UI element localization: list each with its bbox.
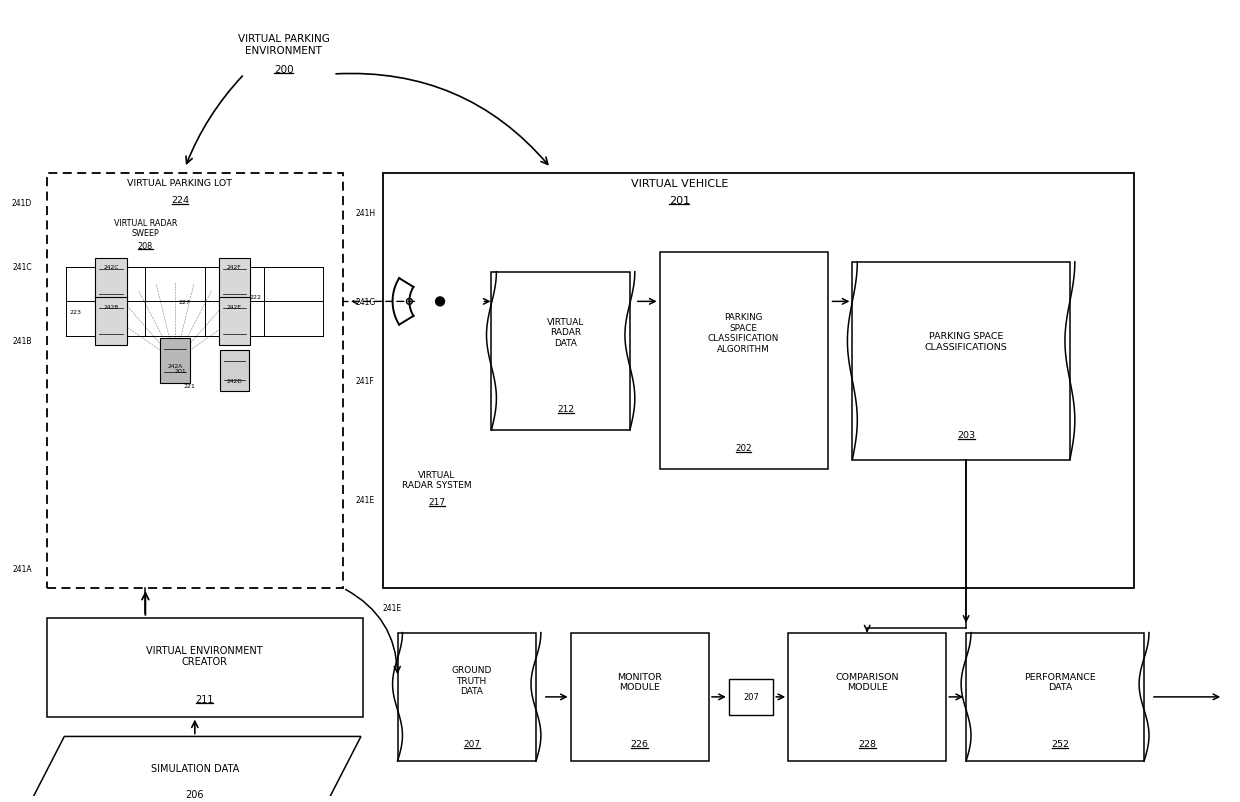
Text: 201: 201 [174, 369, 186, 374]
Text: 202: 202 [735, 444, 751, 452]
Text: PARKING
SPACE
CLASSIFICATION
ALGORITHM: PARKING SPACE CLASSIFICATION ALGORITHM [708, 313, 779, 353]
Text: 207: 207 [743, 692, 759, 702]
Text: PARKING SPACE
CLASSIFICATIONS: PARKING SPACE CLASSIFICATIONS [925, 332, 1007, 351]
Text: 241D: 241D [11, 199, 32, 208]
Text: 252: 252 [1052, 739, 1069, 748]
Text: 241A: 241A [12, 564, 32, 573]
Text: 206: 206 [186, 789, 205, 799]
Text: SIMULATION DATA: SIMULATION DATA [151, 764, 239, 773]
Bar [398, 633, 536, 761]
Text: 242C: 242C [103, 265, 119, 270]
Text: 242A: 242A [167, 363, 182, 369]
Text: 223: 223 [69, 310, 82, 314]
Text: 208: 208 [138, 241, 153, 250]
Text: 241E: 241E [355, 495, 374, 504]
Text: 241F: 241F [355, 376, 373, 386]
Bar [218, 298, 250, 346]
Text: 207: 207 [463, 739, 480, 748]
Bar [852, 262, 1070, 460]
Bar [570, 633, 709, 761]
Bar [95, 258, 126, 306]
Bar [47, 173, 343, 589]
Text: 224: 224 [171, 196, 188, 205]
Bar [160, 339, 190, 383]
Text: 242E: 242E [227, 305, 242, 310]
Text: 241E: 241E [383, 604, 402, 613]
Polygon shape [29, 736, 361, 802]
Text: 241H: 241H [355, 209, 376, 217]
Text: 241B: 241B [12, 337, 32, 346]
Text: 200: 200 [274, 65, 294, 75]
Text: GROUND
TRUTH
DATA: GROUND TRUTH DATA [451, 666, 492, 695]
Text: 228: 228 [858, 739, 877, 748]
Circle shape [435, 298, 444, 306]
Bar [383, 173, 1135, 589]
Text: VIRTUAL
RADAR SYSTEM: VIRTUAL RADAR SYSTEM [402, 470, 472, 489]
Bar [789, 633, 946, 761]
Text: 221: 221 [184, 383, 196, 388]
Text: MONITOR
MODULE: MONITOR MODULE [618, 672, 662, 691]
Bar [660, 253, 827, 470]
Text: 242B: 242B [103, 305, 118, 310]
Text: 242F: 242F [227, 265, 242, 270]
Text: 242D: 242D [227, 379, 242, 383]
Text: VIRTUAL ENVIRONMENT
CREATOR: VIRTUAL ENVIRONMENT CREATOR [146, 645, 263, 666]
Text: VIRTUAL PARKING
ENVIRONMENT: VIRTUAL PARKING ENVIRONMENT [238, 34, 330, 56]
Bar [491, 273, 630, 431]
Text: VIRTUAL VEHICLE: VIRTUAL VEHICLE [631, 179, 728, 188]
Text: 217: 217 [429, 497, 445, 506]
Text: VIRTUAL RADAR
SWEEP: VIRTUAL RADAR SWEEP [114, 218, 177, 237]
Text: 211: 211 [196, 694, 215, 704]
Bar [966, 633, 1145, 761]
Text: 226: 226 [631, 739, 649, 748]
Text: VIRTUAL PARKING LOT: VIRTUAL PARKING LOT [128, 179, 232, 188]
Text: 241G: 241G [355, 298, 376, 306]
Bar [219, 350, 249, 392]
Text: 227: 227 [179, 299, 191, 305]
Text: 222: 222 [249, 294, 262, 300]
Text: 212: 212 [557, 404, 574, 413]
Bar [95, 298, 126, 346]
Bar [47, 618, 363, 717]
Text: COMPARISON
MODULE: COMPARISON MODULE [836, 672, 899, 691]
Text: 241C: 241C [12, 263, 32, 272]
Text: 203: 203 [957, 431, 975, 439]
Bar [729, 679, 774, 715]
Bar [218, 258, 250, 306]
Text: 201: 201 [668, 196, 689, 205]
Text: PERFORMANCE
DATA: PERFORMANCE DATA [1024, 672, 1096, 691]
Text: VIRTUAL
RADAR
DATA: VIRTUAL RADAR DATA [547, 318, 584, 347]
